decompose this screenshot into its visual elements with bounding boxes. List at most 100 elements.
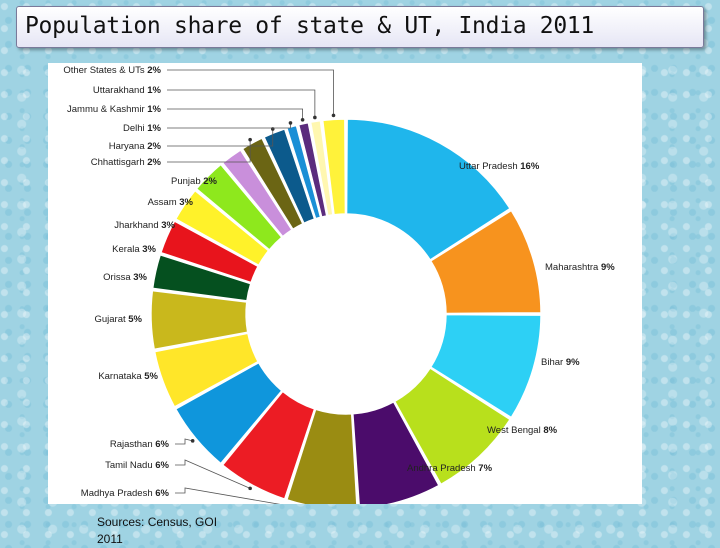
- slice-delhi: [285, 124, 322, 220]
- slice-west-bengal: [393, 367, 511, 486]
- slice-karnataka: [153, 332, 260, 408]
- label-value-punjab: 2%: [203, 176, 217, 187]
- leader-line-delhi: [167, 122, 291, 129]
- label-orissa: Orissa 3%: [103, 272, 147, 283]
- label-karnataka: Karnataka 5%: [98, 371, 158, 382]
- label-name-west-bengal: West Bengal: [487, 425, 543, 436]
- label-value-bihar: 9%: [566, 357, 580, 368]
- label-name-haryana: Haryana: [109, 141, 148, 152]
- slice-uttar-pradesh: [345, 118, 511, 261]
- label-name-madhya-pradesh: Madhya Pradesh: [81, 488, 155, 499]
- slice-orissa: [151, 253, 252, 302]
- label-delhi: Delhi 1%: [123, 123, 162, 134]
- label-name-maharashtra: Maharashtra: [545, 262, 601, 273]
- label-haryana: Haryana 2%: [109, 141, 162, 152]
- label-andhra-pradesh: Andhra Pradesh 7%: [407, 463, 493, 474]
- label-name-jammu-and-kashmir: Jammu & Kashmir: [67, 104, 147, 115]
- label-name-other-states-and-uts: Other States & UTs: [63, 65, 147, 76]
- leader-line-jammu-and-kashmir: [167, 108, 303, 120]
- leader-line-tamil-nadu: [175, 459, 251, 489]
- slice-gujarat: [150, 289, 249, 351]
- label-value-kerala: 3%: [142, 244, 156, 255]
- label-name-tamil-nadu: Tamil Nadu: [105, 460, 155, 471]
- slice-maharashtra: [429, 209, 542, 315]
- label-name-gujarat: Gujarat: [94, 314, 128, 325]
- label-value-assam: 3%: [179, 197, 193, 208]
- label-value-orissa: 3%: [133, 272, 147, 283]
- leader-line-haryana: [167, 128, 274, 147]
- label-madhya-pradesh: Madhya Pradesh 6%: [81, 488, 170, 499]
- label-value-other-states-and-uts: 2%: [147, 65, 161, 76]
- label-value-jammu-and-kashmir: 1%: [147, 104, 161, 115]
- label-name-rajasthan: Rajasthan: [110, 439, 155, 450]
- label-bihar: Bihar 9%: [541, 357, 580, 368]
- label-value-west-bengal: 8%: [543, 425, 557, 436]
- leader-dot-other-states-and-uts: [331, 113, 336, 118]
- label-value-chhattisgarh: 2%: [147, 157, 161, 168]
- slice-jammu-and-kashmir: [297, 121, 328, 218]
- label-value-andhra-pradesh: 7%: [478, 463, 492, 474]
- label-assam: Assam 3%: [148, 197, 194, 208]
- label-name-orissa: Orissa: [103, 272, 133, 283]
- label-value-madhya-pradesh: 6%: [155, 488, 169, 499]
- slice-andhra-pradesh: [352, 400, 440, 504]
- leader-dot-chhattisgarh: [248, 137, 252, 142]
- label-value-uttarakhand: 1%: [147, 85, 161, 96]
- label-name-punjab: Punjab: [171, 176, 203, 187]
- slice-punjab: [221, 149, 293, 238]
- label-jammu-and-kashmir: Jammu & Kashmir 1%: [67, 104, 162, 115]
- label-value-jharkhand: 3%: [161, 220, 175, 231]
- label-rajasthan: Rajasthan 6%: [110, 439, 170, 450]
- label-gujarat: Gujarat 5%: [94, 314, 142, 325]
- slice-kerala: [160, 220, 260, 284]
- slice-assam: [195, 163, 283, 251]
- label-west-bengal: West Bengal 8%: [487, 425, 558, 436]
- labels-group: Uttar Pradesh 16%Maharashtra 9%Bihar 9%W…: [63, 65, 615, 499]
- slice-tamil-nadu: [221, 390, 316, 500]
- label-value-delhi: 1%: [147, 123, 161, 134]
- leader-dot-delhi: [288, 121, 293, 125]
- label-value-gujarat: 5%: [128, 314, 142, 325]
- label-name-delhi: Delhi: [123, 123, 147, 134]
- title-bar: Population share of state & UT, India 20…: [16, 6, 704, 48]
- label-tamil-nadu: Tamil Nadu 6%: [105, 460, 169, 471]
- slices-group: [150, 118, 542, 504]
- slice-uttarakhand: [309, 119, 334, 217]
- label-jharkhand: Jharkhand 3%: [114, 220, 175, 231]
- donut-chart: Uttar Pradesh 16%Maharashtra 9%Bihar 9%W…: [63, 65, 615, 504]
- label-value-maharashtra: 9%: [601, 262, 615, 273]
- label-name-uttar-pradesh: Uttar Pradesh: [459, 161, 520, 172]
- label-chhattisgarh: Chhattisgarh 2%: [91, 157, 162, 168]
- label-other-states-and-uts: Other States & UTs 2%: [63, 65, 161, 76]
- label-value-haryana: 2%: [147, 141, 161, 152]
- label-name-uttarakhand: Uttarakhand: [93, 85, 147, 96]
- page-title: Population share of state & UT, India 20…: [25, 13, 594, 39]
- label-name-andhra-pradesh: Andhra Pradesh: [407, 463, 478, 474]
- leader-dot-tamil-nadu: [248, 486, 252, 491]
- leader-lines-group: [167, 69, 336, 504]
- leader-dot-jammu-and-kashmir: [300, 117, 305, 122]
- label-name-bihar: Bihar: [541, 357, 566, 368]
- slice-chhattisgarh: [241, 137, 304, 231]
- leader-line-rajasthan: [175, 438, 193, 445]
- label-name-karnataka: Karnataka: [98, 371, 144, 382]
- chart-panel: Uttar Pradesh 16% Maharashtra 9% Bihar 9% W…: [48, 63, 642, 504]
- label-name-jharkhand: Jharkhand: [114, 220, 161, 231]
- slice-bihar: [429, 313, 542, 419]
- label-maharashtra: Maharashtra 9%: [545, 262, 615, 273]
- slice-haryana: [263, 128, 316, 225]
- source-note: Sources: Census, GOI 2011: [97, 515, 218, 546]
- label-kerala: Kerala 3%: [112, 244, 156, 255]
- leader-dot-uttarakhand: [313, 115, 317, 120]
- label-value-tamil-nadu: 6%: [155, 460, 169, 471]
- slice-jharkhand: [174, 189, 270, 267]
- label-value-uttar-pradesh: 16%: [520, 161, 540, 172]
- label-uttar-pradesh: Uttar Pradesh 16%: [459, 161, 540, 172]
- label-value-rajasthan: 6%: [155, 439, 169, 450]
- leader-line-other-states-and-uts: [167, 69, 334, 116]
- label-name-assam: Assam: [148, 197, 180, 208]
- leader-line-madhya-pradesh: [175, 487, 281, 504]
- label-name-chhattisgarh: Chhattisgarh: [91, 157, 148, 168]
- slice-other-states-and-uts: [321, 118, 347, 216]
- leader-line-chhattisgarh: [167, 139, 251, 163]
